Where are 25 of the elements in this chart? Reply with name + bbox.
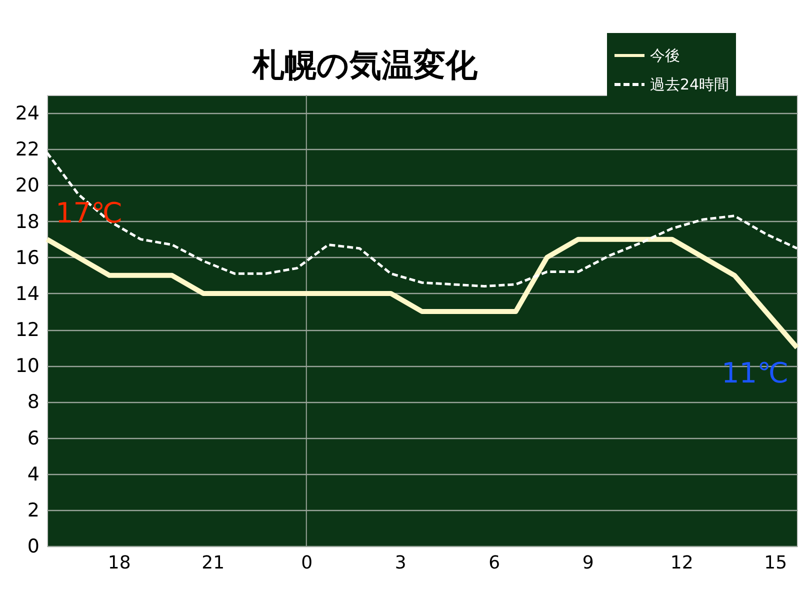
y-tick-label: 12 xyxy=(15,319,40,342)
y-tick-label: 14 xyxy=(15,282,40,305)
x-tick-label: 6 xyxy=(488,552,500,574)
x-tick-label: 9 xyxy=(582,552,594,574)
legend-label: 今後 xyxy=(650,46,680,64)
x-tick-label: 3 xyxy=(394,552,406,574)
y-tick-label: 2 xyxy=(27,499,40,522)
y-tick-label: 10 xyxy=(15,355,40,378)
y-tick-label: 22 xyxy=(15,138,40,161)
x-tick-label: 18 xyxy=(108,552,131,574)
x-tick-label: 0 xyxy=(301,552,313,574)
chart-title: 札幌の気温変化 xyxy=(252,46,478,84)
y-tick-label: 0 xyxy=(27,536,40,558)
x-tick-label: 15 xyxy=(764,552,788,574)
legend-label: 過去24時間 xyxy=(650,76,730,94)
y-tick-label: 16 xyxy=(15,246,40,269)
y-tick-label: 24 xyxy=(15,102,40,125)
x-tick-label: 21 xyxy=(202,552,225,574)
y-tick-label: 8 xyxy=(27,391,40,414)
x-tick-label: 12 xyxy=(670,552,694,574)
annotation: 11℃ xyxy=(721,356,789,390)
y-tick-label: 4 xyxy=(27,463,40,486)
y-tick-label: 6 xyxy=(27,427,40,450)
y-tick-label: 20 xyxy=(15,174,40,197)
y-tick-label: 18 xyxy=(15,210,40,233)
